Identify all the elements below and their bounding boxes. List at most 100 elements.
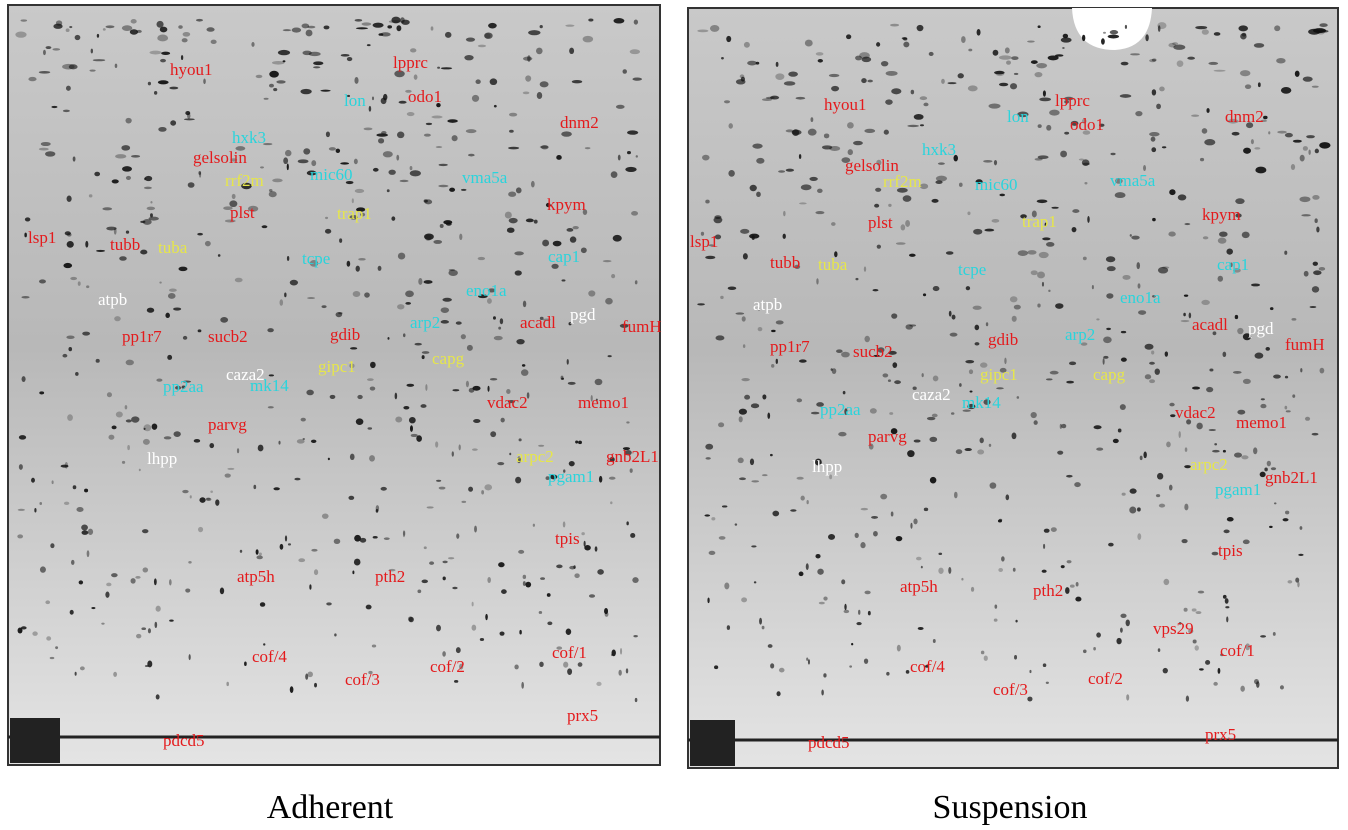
spot — [1093, 647, 1096, 651]
spot — [1112, 438, 1119, 444]
spot — [135, 575, 141, 579]
spot — [1222, 351, 1227, 358]
spot — [272, 178, 283, 183]
spot — [1029, 669, 1032, 674]
spot — [125, 230, 130, 234]
spot — [991, 218, 1000, 223]
spot — [1121, 492, 1126, 496]
spot — [938, 567, 944, 574]
spot — [535, 47, 543, 55]
spot — [1268, 131, 1271, 135]
spot — [1027, 250, 1037, 255]
spot — [413, 74, 418, 80]
spot — [584, 147, 591, 150]
spot — [349, 215, 359, 220]
spot — [925, 664, 929, 668]
spot — [1122, 274, 1131, 280]
spot — [1277, 130, 1287, 134]
protein-label: pp2aa — [163, 377, 204, 396]
spot — [1227, 118, 1239, 124]
spot — [493, 104, 497, 108]
spot — [454, 679, 459, 683]
spot — [823, 673, 827, 678]
spot — [1064, 131, 1070, 135]
spot — [1311, 286, 1320, 293]
spot — [708, 550, 716, 556]
protein-label: tcpe — [958, 260, 986, 279]
spot — [497, 461, 505, 466]
spot — [182, 31, 191, 37]
spot — [863, 266, 867, 272]
protein-label: cof/1 — [552, 643, 587, 662]
spot — [294, 477, 301, 481]
spot — [444, 31, 452, 38]
spot — [127, 445, 130, 451]
spot — [861, 56, 872, 63]
spot — [1260, 403, 1267, 409]
spot — [1204, 139, 1216, 146]
spot — [1103, 355, 1109, 359]
protein-label: eno1a — [1120, 288, 1161, 307]
spot — [77, 281, 81, 286]
spot — [161, 51, 171, 56]
spot — [1030, 411, 1037, 419]
spot — [1314, 148, 1319, 154]
spot — [625, 166, 637, 172]
spot — [855, 55, 862, 61]
spot — [424, 233, 434, 241]
spot — [346, 57, 353, 62]
spot — [1201, 128, 1208, 134]
spot — [609, 457, 615, 462]
spot — [91, 607, 96, 610]
spot — [297, 159, 309, 164]
spot — [65, 28, 70, 32]
spot — [880, 61, 889, 67]
spot — [788, 71, 798, 77]
spot — [810, 411, 820, 415]
spot — [487, 298, 492, 304]
spot — [853, 140, 863, 146]
spot — [798, 154, 802, 160]
spot — [416, 435, 422, 442]
spot — [818, 601, 825, 605]
spot — [714, 665, 719, 670]
spot — [953, 491, 958, 499]
spot — [182, 335, 188, 340]
spot — [798, 571, 804, 577]
spot — [251, 42, 255, 47]
spot — [349, 363, 355, 369]
spot — [549, 474, 558, 480]
spot — [267, 328, 274, 333]
spot — [358, 258, 366, 261]
spot — [420, 404, 427, 408]
spot — [815, 210, 825, 215]
spot — [115, 411, 123, 418]
spot — [286, 163, 289, 171]
spot — [471, 601, 474, 607]
spot — [62, 109, 70, 113]
spot — [1034, 157, 1043, 161]
spot — [372, 22, 384, 28]
spot — [1149, 59, 1156, 63]
spot — [928, 51, 934, 57]
spot — [376, 133, 388, 137]
spot — [210, 490, 213, 494]
spot — [756, 157, 765, 164]
spot — [741, 316, 746, 322]
spot — [753, 581, 757, 584]
spot — [761, 474, 768, 477]
spot — [1287, 580, 1293, 584]
spot — [1209, 368, 1214, 372]
spot — [160, 58, 166, 63]
spot — [66, 195, 72, 202]
spot — [153, 91, 158, 95]
spot — [89, 69, 96, 72]
spot — [1162, 667, 1168, 674]
spot — [968, 48, 973, 52]
spot — [539, 81, 549, 88]
spot — [49, 656, 55, 660]
spot — [1284, 250, 1288, 255]
spot — [1042, 237, 1051, 241]
spot — [115, 154, 127, 159]
spot — [739, 74, 745, 79]
